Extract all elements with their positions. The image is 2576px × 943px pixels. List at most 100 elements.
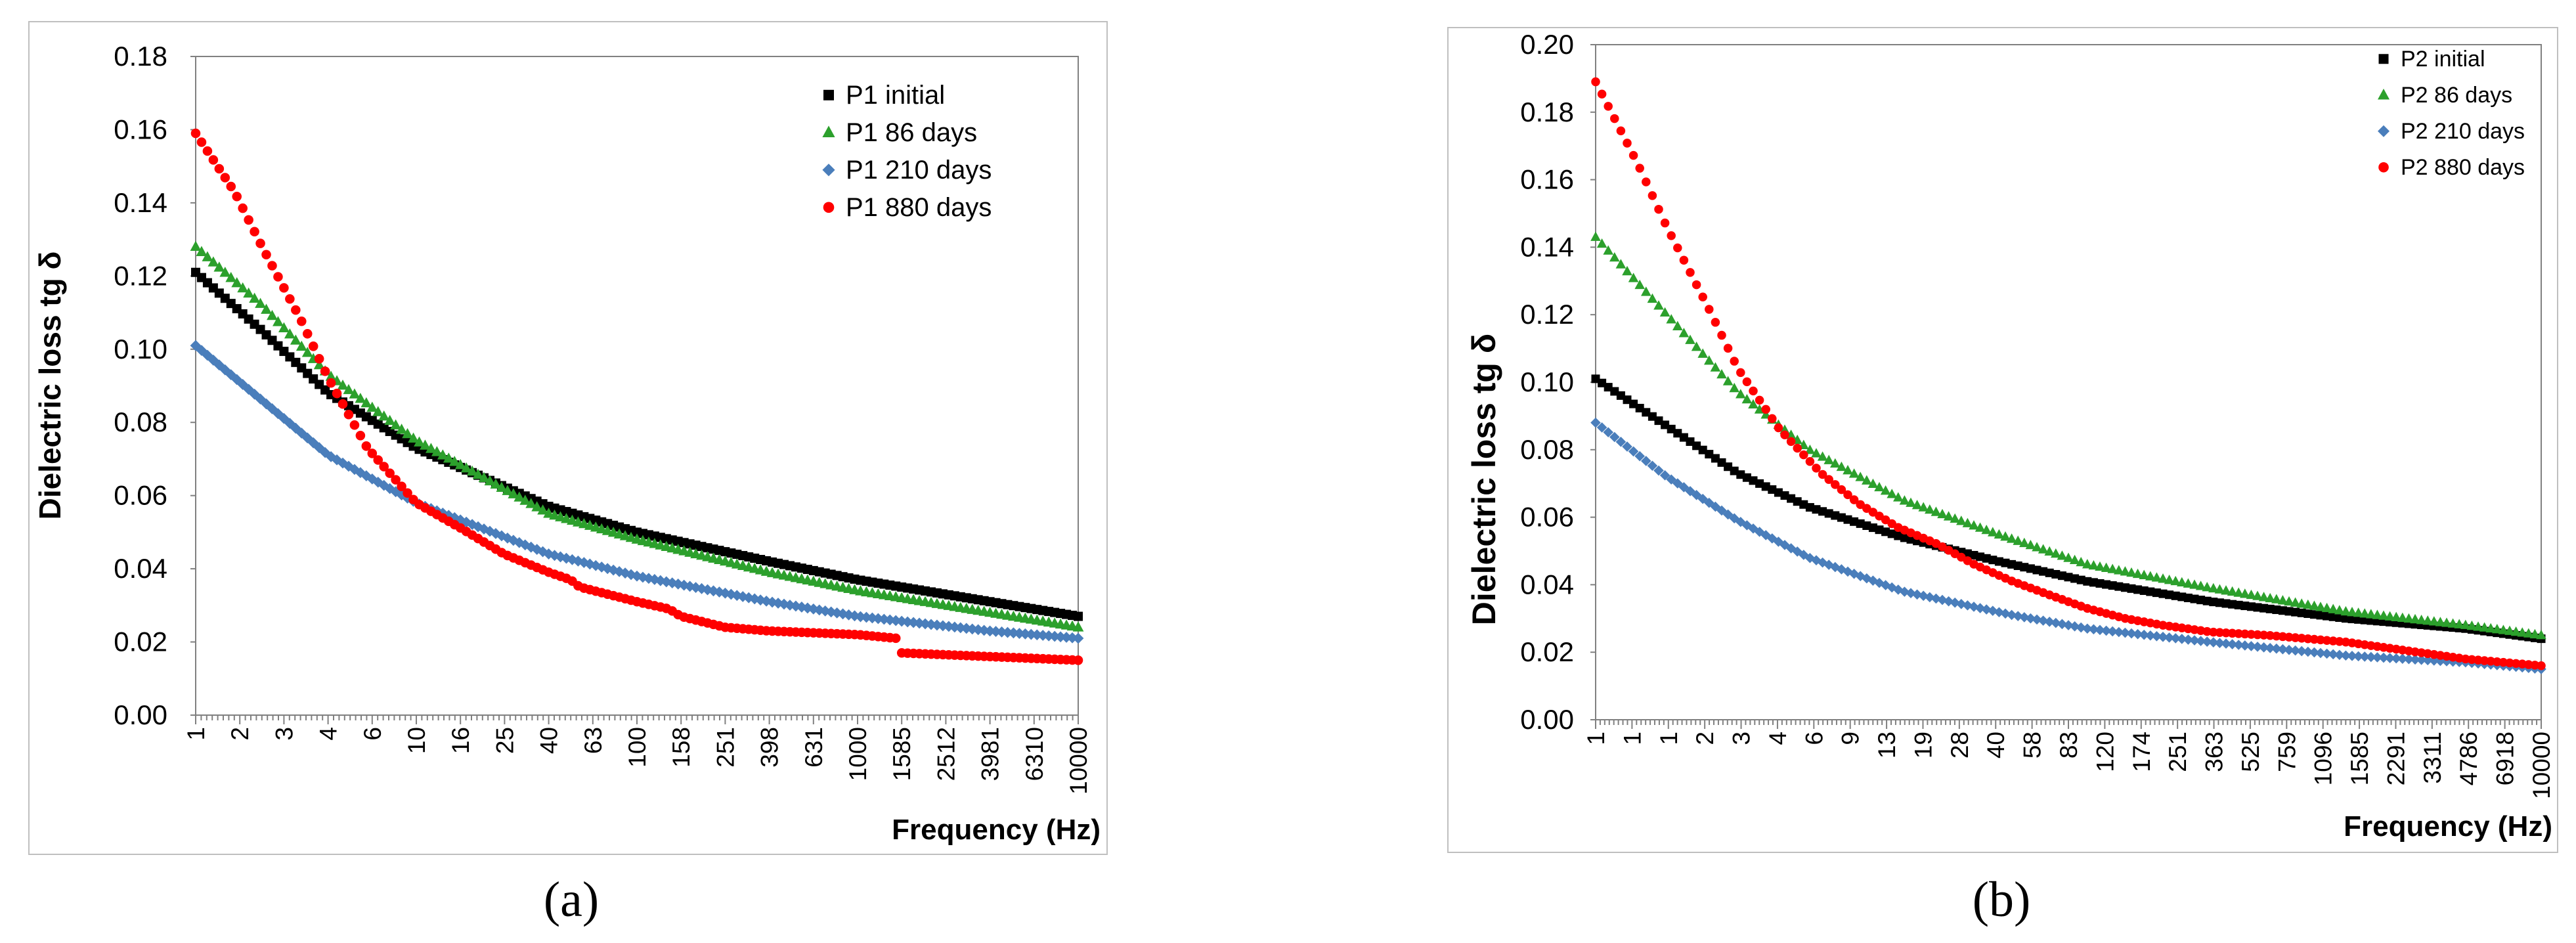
x-tick-label: 631 [800, 727, 827, 768]
data-point [1697, 348, 1708, 358]
data-point [984, 625, 995, 637]
data-point [1855, 571, 1866, 582]
data-point [2240, 588, 2250, 598]
data-point [2013, 535, 2023, 545]
data-point [2271, 643, 2282, 654]
data-point [385, 468, 395, 478]
data-point [232, 191, 242, 202]
data-point [2170, 575, 2181, 586]
data-point [2114, 626, 2124, 638]
data-point [290, 422, 301, 434]
data-point [749, 593, 760, 605]
data-point [902, 616, 913, 628]
data-point [2391, 611, 2401, 621]
data-point [1666, 474, 1676, 485]
data-point [1950, 513, 1960, 523]
data-point [1073, 655, 1083, 665]
data-point [302, 329, 313, 339]
data-point [1609, 252, 1620, 262]
data-point [255, 393, 266, 405]
data-point [872, 613, 884, 625]
data-point [2227, 586, 2238, 596]
x-tick-label: 1096 [2310, 732, 2337, 785]
data-point [1717, 330, 1726, 340]
x-tick-label: 2512 [932, 727, 959, 781]
data-point [2510, 626, 2521, 636]
data-point [2328, 649, 2338, 660]
x-tick-label: 1000 [844, 727, 871, 781]
data-point [2183, 578, 2194, 588]
panel-b-x-ticks: 1 1 1 2 3 4 6 9 13 19 28 40 58 83 120 174 251 363 525 759 10… [1583, 720, 2555, 799]
data-point [1060, 632, 1072, 643]
data-point [2397, 653, 2408, 664]
x-tick-label: 158 [668, 727, 695, 768]
data-point [1867, 478, 1879, 489]
data-point [297, 316, 307, 326]
data-point [343, 409, 354, 420]
data-point [1596, 238, 1607, 248]
data-point [502, 485, 513, 495]
data-point [1943, 511, 1954, 521]
x-tick-label: 28 [1946, 732, 1973, 758]
data-point [2214, 638, 2225, 648]
legend-item: P2 210 days [2378, 119, 2525, 144]
data-point [237, 282, 249, 293]
data-point [1755, 395, 1764, 405]
data-point [2447, 618, 2458, 628]
data-point [2391, 653, 2401, 664]
panel-b: 0.00 0.02 0.04 0.06 0.08 0.10 0.12 0.14 0.16 0.18… [1447, 27, 2558, 927]
data-point [861, 611, 872, 623]
series-p1-880-days [190, 128, 1083, 665]
data-point [837, 608, 848, 620]
data-point [690, 582, 701, 593]
data-point [267, 309, 278, 320]
data-point [754, 594, 766, 606]
data-point [1785, 543, 1797, 554]
legend-item: P2 880 days [2378, 155, 2525, 180]
data-point [313, 359, 325, 370]
data-point [1741, 520, 1753, 531]
data-point [1818, 470, 1827, 479]
data-point [2202, 636, 2212, 647]
legend-marker [2378, 125, 2390, 137]
legend-label: P2 86 days [2401, 83, 2512, 108]
data-point [2227, 628, 2237, 638]
data-point [2441, 617, 2452, 627]
data-point [1610, 114, 1619, 123]
data-point [2328, 603, 2338, 613]
data-point [907, 617, 919, 628]
data-point [2378, 610, 2389, 620]
data-point [2284, 596, 2294, 606]
data-point [226, 181, 236, 192]
data-point [1830, 561, 1841, 573]
data-point [1836, 461, 1847, 472]
data-point [802, 602, 814, 614]
y-tick-label: 0.08 [114, 406, 167, 437]
data-point [384, 414, 396, 426]
data-point [414, 436, 425, 447]
data-point [2063, 552, 2074, 562]
data-point [1014, 628, 1025, 639]
data-point [2132, 568, 2143, 579]
data-point [1855, 472, 1866, 481]
data-point [2517, 627, 2527, 637]
data-point [2479, 622, 2490, 632]
data-point [190, 128, 201, 139]
data-point [1667, 231, 1676, 240]
data-point [1597, 89, 1607, 99]
y-tick-label: 0.08 [1520, 434, 1574, 465]
data-point [1634, 450, 1645, 462]
data-point [2321, 602, 2332, 613]
x-tick-label: 1 [1583, 732, 1609, 745]
data-point [2334, 605, 2345, 615]
data-point [420, 439, 431, 450]
data-point [2195, 636, 2206, 646]
data-point [2177, 634, 2187, 644]
panel-a: 0.00 0.02 0.04 0.06 0.08 0.10 0.12 0.14 0.16 0.18… [28, 21, 1108, 927]
data-point [1653, 465, 1664, 476]
data-point [319, 447, 331, 458]
data-point [1830, 458, 1841, 468]
data-point [2170, 633, 2181, 644]
data-point [1760, 530, 1771, 540]
data-point [2347, 651, 2357, 661]
